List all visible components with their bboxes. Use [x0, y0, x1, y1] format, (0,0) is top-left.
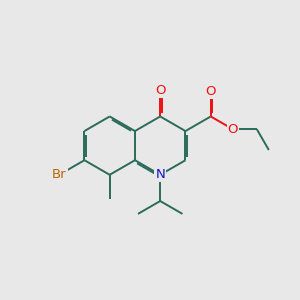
Text: O: O [155, 84, 166, 97]
Text: Br: Br [52, 168, 67, 181]
Text: O: O [228, 123, 238, 136]
Text: N: N [155, 168, 165, 181]
Text: O: O [206, 85, 216, 98]
